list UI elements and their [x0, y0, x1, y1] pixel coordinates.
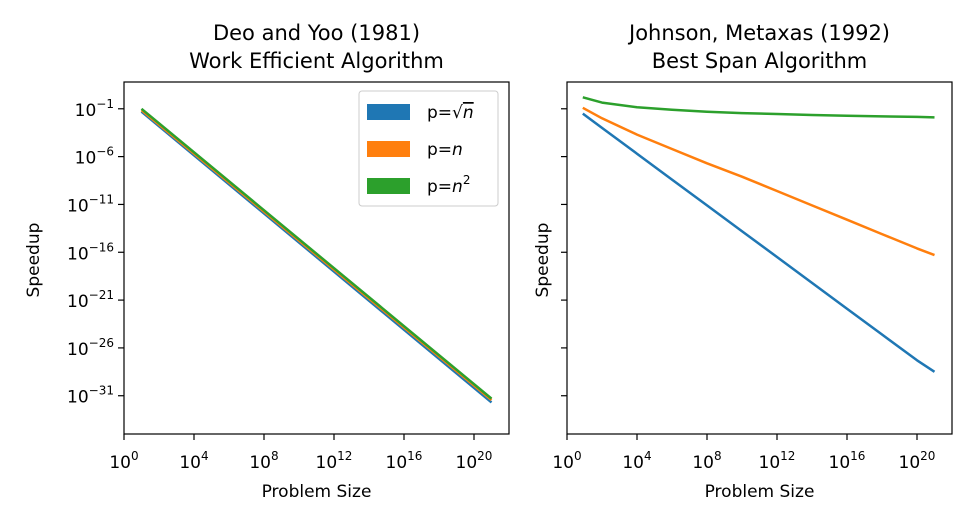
- x-tick-label: 104: [622, 449, 651, 473]
- legend-swatch-3: [367, 178, 410, 194]
- legend-label-2: p=n: [427, 140, 463, 160]
- legend-label-1: p=√n: [427, 103, 474, 123]
- y-tick-label: 10−11: [67, 192, 114, 216]
- chart-title-line-1: Deo and Yoo (1981): [213, 21, 420, 45]
- legend-swatch-1: [367, 104, 410, 120]
- x-tick-label: 100: [552, 449, 581, 473]
- x-tick-label: 108: [249, 449, 278, 473]
- series-line-1: [582, 112, 936, 373]
- x-tick-label: 1016: [386, 449, 423, 473]
- x-tick-label: 1012: [316, 449, 353, 473]
- plot-frame: [123, 81, 510, 435]
- plot-frame: [566, 81, 953, 435]
- y-tick-label: 10−1: [75, 97, 114, 121]
- legend: p=√n p=n p=n2: [358, 90, 499, 207]
- legend-swatch-2: [367, 141, 410, 157]
- y-tick-label: 10−26: [67, 336, 114, 360]
- series-line-2: [582, 106, 935, 257]
- chart-title-line-1: Johnson, Metaxas (1992): [627, 21, 890, 45]
- subplot-1: Deo and Yoo (1981) Work Efficient Algorit…: [24, 21, 510, 502]
- y-tick-label: 10−6: [75, 145, 114, 169]
- chart-title-line-2: Work Efficient Algorithm: [189, 49, 444, 73]
- subplot-2: Johnson, Metaxas (1992) Best Span Algorit…: [533, 21, 953, 502]
- legend-label-3: p=n2: [427, 173, 470, 197]
- chart-title-line-2: Best Span Algorithm: [652, 49, 868, 73]
- x-tick-label: 104: [179, 449, 208, 473]
- x-axis-label: Problem Size: [705, 482, 815, 502]
- x-tick-label: 1020: [456, 449, 493, 473]
- y-tick-label: 10−21: [67, 288, 114, 312]
- y-axis-label: Speedup: [533, 223, 553, 298]
- x-axis-label: Problem Size: [262, 482, 372, 502]
- series-line-1: [140, 110, 493, 404]
- y-tick-label: 10−16: [67, 240, 114, 264]
- x-tick-label: 1020: [899, 449, 936, 473]
- y-axis-label: Speedup: [24, 223, 44, 298]
- x-tick-label: 108: [692, 449, 721, 473]
- y-tick-label: 10−31: [67, 384, 114, 408]
- x-tick-label: 1012: [759, 449, 796, 473]
- x-tick-label: 100: [109, 449, 138, 473]
- series-line-3: [140, 107, 493, 400]
- series-line-3: [582, 96, 935, 119]
- x-tick-label: 1016: [829, 449, 866, 473]
